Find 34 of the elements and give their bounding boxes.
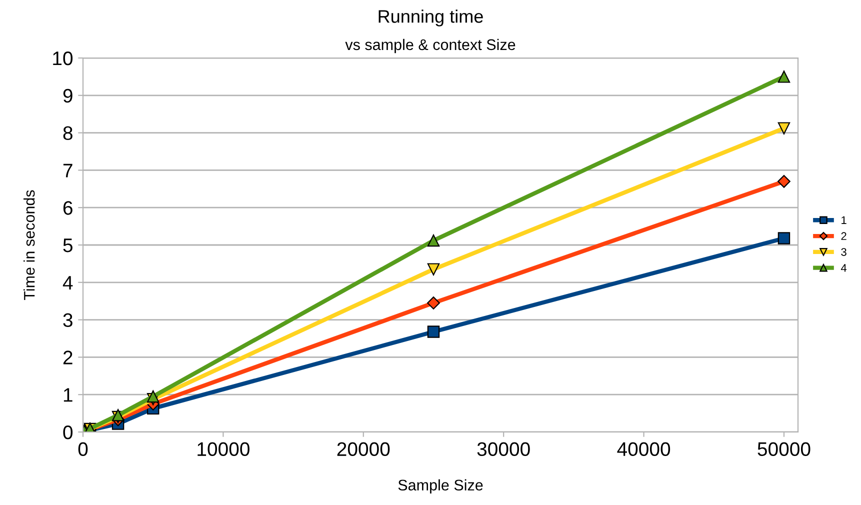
y-axis-title: Time in seconds xyxy=(24,190,35,300)
y-tick-label: 9 xyxy=(63,88,72,103)
x-tick-label: 50000 xyxy=(758,442,810,456)
point xyxy=(778,232,790,244)
x-tick-label: 10000 xyxy=(198,442,250,456)
x-tick-label: 0 xyxy=(78,442,88,456)
y-tick-label: 2 xyxy=(63,350,72,364)
legend-label: 4 xyxy=(840,264,847,272)
legend-label: 1 xyxy=(842,216,846,224)
x-tick-label: 30000 xyxy=(477,442,530,456)
x-tick-label: 20000 xyxy=(337,442,390,456)
y-tick-label: 7 xyxy=(63,164,72,178)
x-axis-title: Sample Size xyxy=(398,479,483,494)
y-tick-label: 5 xyxy=(63,238,72,252)
chart-subtitle: vs sample & context Size xyxy=(345,38,516,54)
point xyxy=(427,326,440,338)
y-tick-label: 10 xyxy=(53,51,73,66)
point xyxy=(146,390,160,403)
y-tick-label: 8 xyxy=(63,126,72,140)
point xyxy=(778,122,790,134)
y-tick-label: 4 xyxy=(62,276,73,290)
point xyxy=(427,296,440,310)
legend-label: 3 xyxy=(841,248,846,256)
point xyxy=(778,174,790,188)
y-tick-label: 0 xyxy=(63,425,73,440)
y-tick-label: 6 xyxy=(63,201,72,215)
x-tick-label: 40000 xyxy=(617,442,670,456)
y-tick-label: 1 xyxy=(64,388,72,402)
chart-title: Running time xyxy=(378,10,483,26)
point xyxy=(427,263,440,276)
point xyxy=(427,234,440,247)
point xyxy=(778,70,790,83)
legend-label: 2 xyxy=(841,232,846,240)
y-tick-label: 3 xyxy=(63,313,72,328)
